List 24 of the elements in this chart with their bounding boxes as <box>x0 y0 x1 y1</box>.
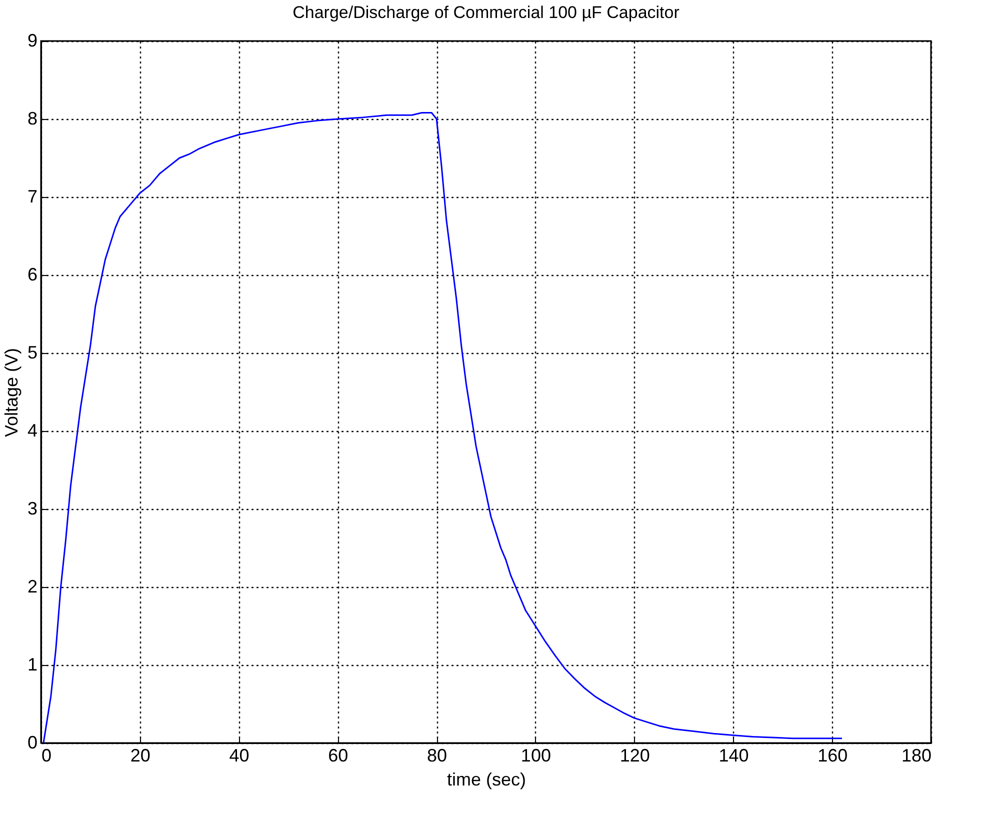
y-tick-label: 9 <box>27 30 38 50</box>
y-axis-title: Voltage (V) <box>1 348 22 438</box>
x-tick-label: 160 <box>818 746 848 766</box>
y-tick-label: 4 <box>27 420 38 440</box>
y-tick-label: 1 <box>27 654 38 674</box>
x-tick-label: 120 <box>620 746 650 766</box>
y-tick-label: 8 <box>27 108 38 128</box>
x-tick-label: 0 <box>42 746 52 766</box>
y-tick-label: 7 <box>27 186 38 206</box>
x-axis-title: time (sec) <box>446 770 526 790</box>
x-tick-label: 140 <box>718 746 749 766</box>
x-tick-label: 20 <box>130 746 150 766</box>
chart-title: Charge/Discharge of Commercial 100 µF Capacitor <box>292 3 680 22</box>
x-tick-label: 80 <box>427 746 448 766</box>
x-tick-label: 100 <box>520 746 551 766</box>
line-series <box>42 112 843 743</box>
y-tick-label: 2 <box>27 576 38 596</box>
y-tick-label: 5 <box>27 342 38 362</box>
x-tick-label: 180 <box>901 746 932 766</box>
y-tick-label: 3 <box>27 498 38 518</box>
x-tick-label: 40 <box>229 746 250 766</box>
y-tick-label: 6 <box>27 264 38 284</box>
y-tick-label: 0 <box>27 732 38 752</box>
x-tick-label: 60 <box>328 746 348 766</box>
